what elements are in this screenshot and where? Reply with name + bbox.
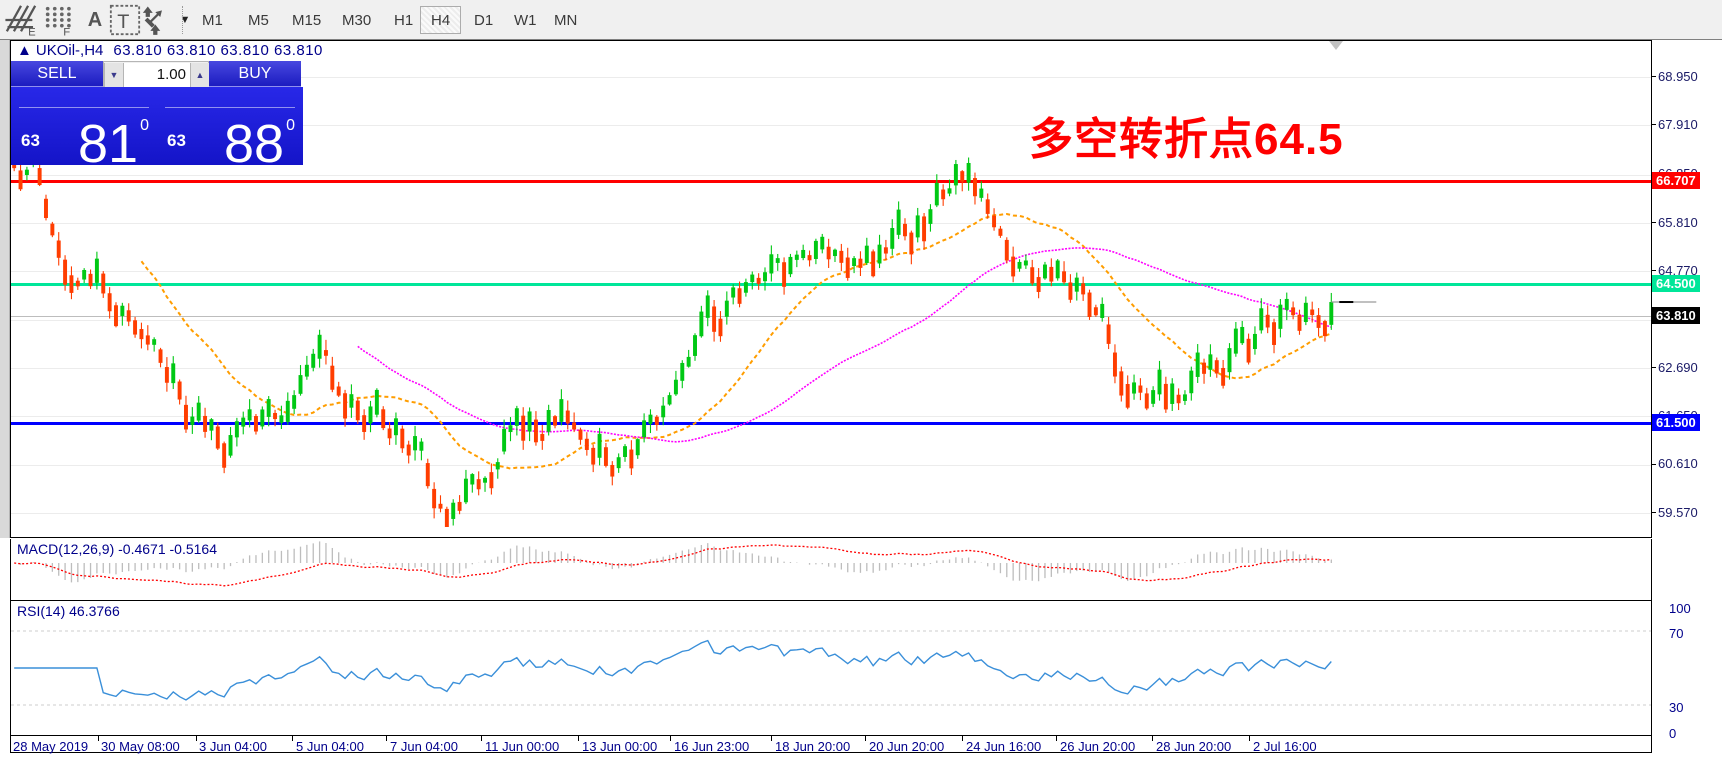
svg-text:E: E: [28, 27, 36, 38]
svg-text:T: T: [117, 11, 129, 33]
svg-text:F: F: [63, 27, 70, 38]
